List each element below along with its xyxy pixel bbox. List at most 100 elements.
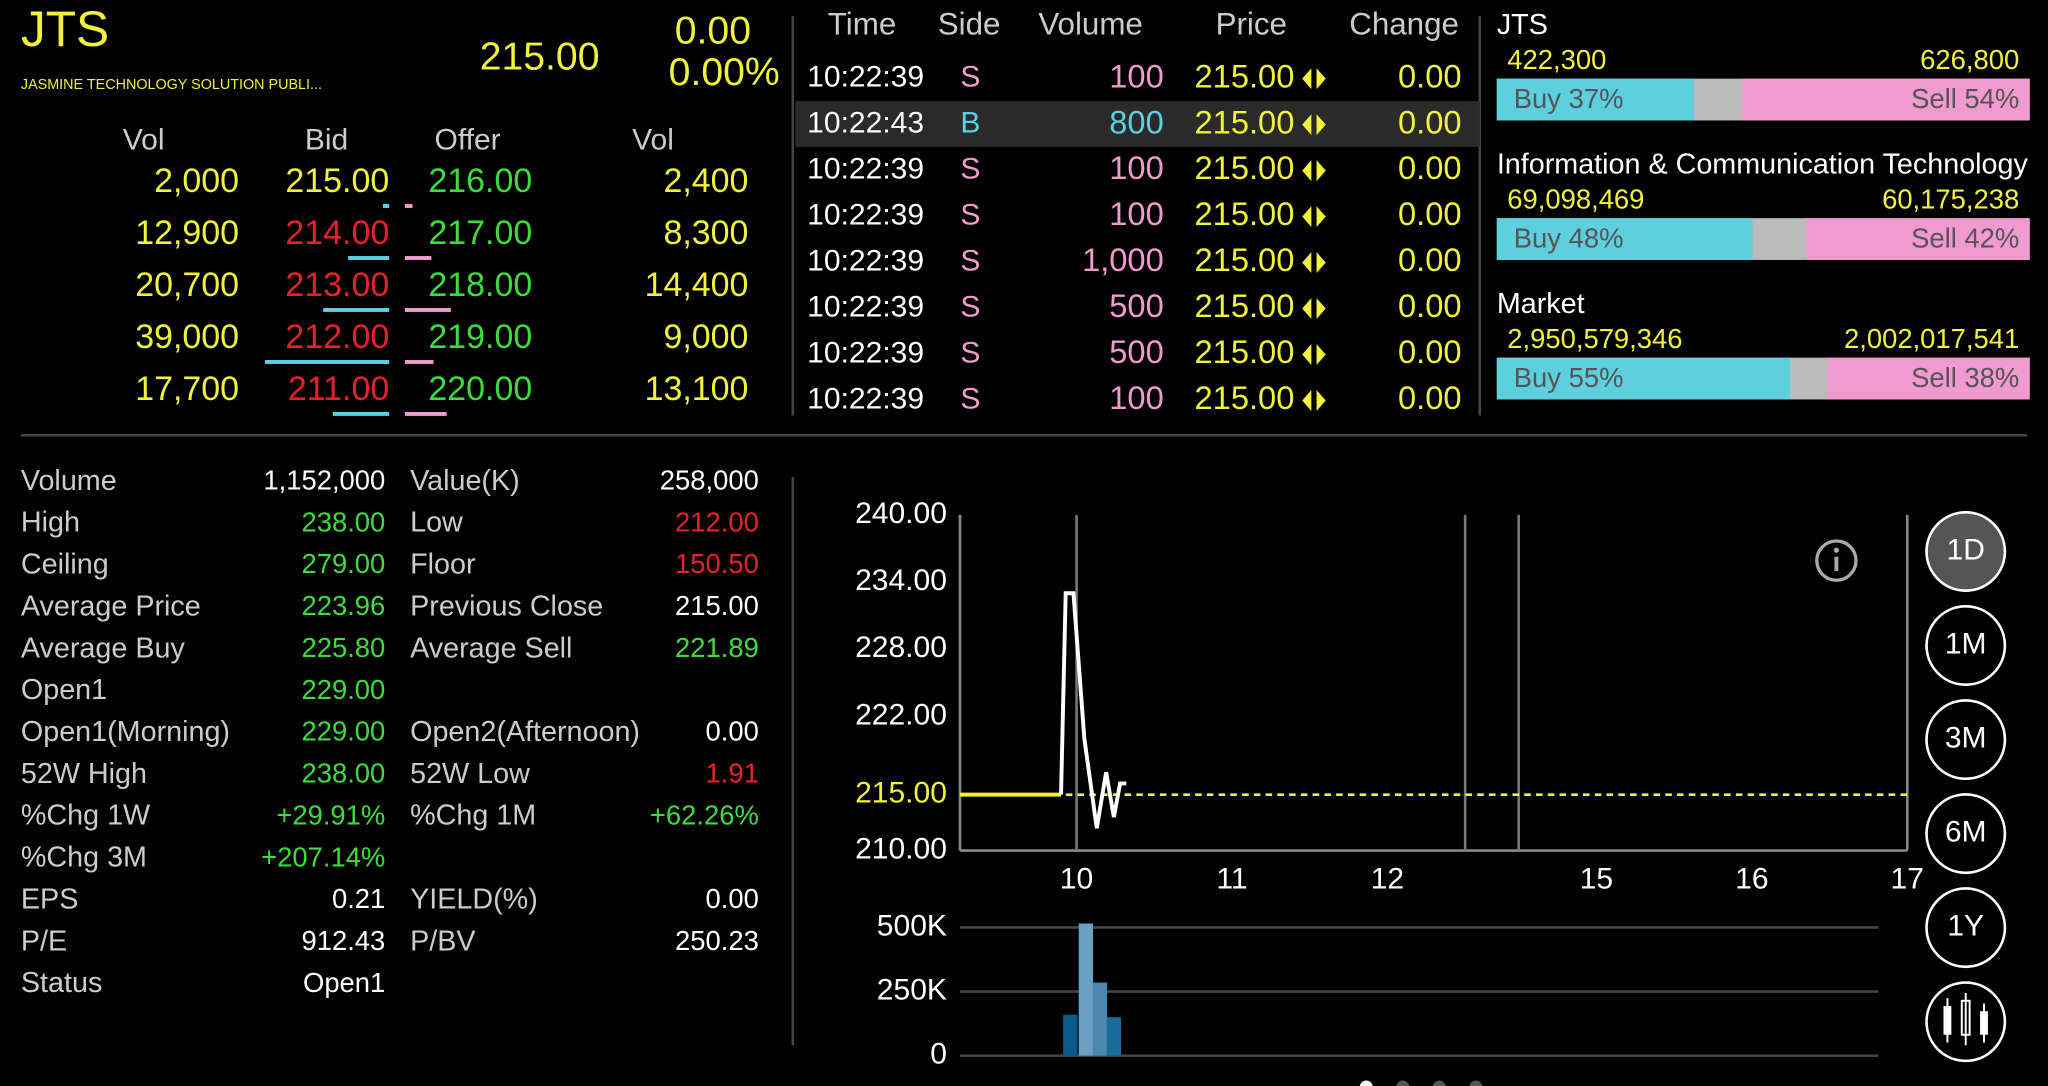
stat-value: 279.00 bbox=[301, 548, 385, 579]
unchanged-icon bbox=[1302, 206, 1326, 228]
bid-volume-bar bbox=[382, 204, 390, 208]
period-label[interactable]: 6M bbox=[1945, 816, 1987, 849]
offer-volume: 9,000 bbox=[663, 318, 748, 356]
stat-value: 238.00 bbox=[301, 758, 385, 789]
change: 0.00 bbox=[675, 9, 751, 52]
trade-volume: 100 bbox=[1109, 195, 1163, 232]
page-dots bbox=[1359, 1080, 1483, 1086]
y-tick-label: 228.00 bbox=[855, 631, 947, 664]
stat-value: 0.00 bbox=[706, 716, 759, 747]
bid-volume: 12,900 bbox=[135, 214, 239, 252]
stat-value: 229.00 bbox=[301, 674, 385, 705]
trade-price: 215.00 bbox=[1195, 241, 1295, 278]
stat-value: 0.21 bbox=[332, 883, 385, 914]
stat-label: %Chg 3M bbox=[21, 842, 147, 874]
period-button[interactable] bbox=[1925, 887, 2007, 969]
bid-price: 211.00 bbox=[288, 370, 389, 408]
page-dot bbox=[1359, 1080, 1373, 1086]
y-tick-label: 210.00 bbox=[855, 833, 947, 866]
period-label[interactable]: 1M bbox=[1945, 627, 1987, 660]
period-label[interactable]: 3M bbox=[1945, 722, 1987, 755]
stat-label: YIELD(%) bbox=[410, 883, 538, 915]
offer-price: 217.00 bbox=[428, 214, 532, 252]
trade-time: 10:22:43 bbox=[807, 107, 924, 140]
stat-value: 215.00 bbox=[675, 590, 759, 621]
bid-volume-bar bbox=[348, 256, 390, 260]
period-label[interactable]: 1D bbox=[1947, 533, 1985, 566]
trade-side: B bbox=[960, 107, 980, 140]
trade-side: S bbox=[960, 245, 980, 278]
trade-change: 0.00 bbox=[1398, 241, 1462, 278]
unchanged-icon bbox=[1302, 68, 1326, 90]
group-name: Market bbox=[1497, 288, 1585, 320]
stat-value: +207.14% bbox=[261, 841, 385, 872]
x-tick-label: 12 bbox=[1371, 863, 1404, 896]
stat-label: Low bbox=[410, 507, 463, 539]
info-glyph bbox=[1834, 556, 1839, 572]
stat-value: 238.00 bbox=[301, 506, 385, 537]
company-name: JASMINE TECHNOLOGY SOLUTION PUBLI... bbox=[21, 77, 322, 93]
trade-price: 215.00 bbox=[1195, 195, 1295, 232]
sell-bar bbox=[1805, 218, 2030, 260]
trade-price: 215.00 bbox=[1195, 103, 1295, 140]
period-button[interactable] bbox=[1925, 699, 2007, 781]
column-header: Bid bbox=[305, 123, 348, 156]
x-tick-label: 16 bbox=[1735, 863, 1768, 896]
y-tick-label: 0 bbox=[930, 1038, 947, 1071]
offer-price: 219.00 bbox=[428, 318, 532, 356]
bid-volume-bar bbox=[332, 411, 390, 416]
stat-label: Average Sell bbox=[410, 632, 572, 664]
trade-price: 215.00 bbox=[1195, 379, 1295, 416]
period-button[interactable] bbox=[1925, 793, 2007, 875]
volume-bar bbox=[1106, 1017, 1122, 1056]
stat-value: 912.43 bbox=[301, 925, 385, 956]
group-name: JTS bbox=[1497, 9, 1548, 41]
stat-label: Ceiling bbox=[21, 549, 109, 581]
stat-label: EPS bbox=[21, 883, 78, 915]
period-label[interactable]: 1Y bbox=[1947, 910, 1984, 943]
trade-volume: 100 bbox=[1109, 149, 1163, 186]
sell-label: Sell 42% bbox=[1911, 223, 2019, 254]
trade-volume: 500 bbox=[1109, 333, 1163, 370]
volume-bar bbox=[1078, 923, 1094, 1056]
stat-label: Open2(Afternoon) bbox=[410, 716, 640, 748]
trade-change: 0.00 bbox=[1398, 195, 1462, 232]
group-name: Information & Communication Technology bbox=[1497, 149, 2029, 181]
stat-label: Status bbox=[21, 967, 102, 999]
trade-time: 10:22:39 bbox=[807, 61, 924, 94]
stat-label: Volume bbox=[21, 465, 117, 497]
unchanged-icon bbox=[1302, 252, 1326, 274]
stat-label: 52W Low bbox=[410, 758, 530, 790]
stat-label: %Chg 1W bbox=[21, 800, 151, 832]
stat-value: Open1 bbox=[303, 967, 385, 998]
candlestick-button[interactable] bbox=[1925, 981, 2007, 1063]
buy-bar bbox=[1496, 357, 1790, 400]
trade-price: 215.00 bbox=[1195, 149, 1295, 186]
stat-value: 150.50 bbox=[675, 548, 759, 579]
change-percent: 0.00% bbox=[669, 51, 780, 94]
trade-change: 0.00 bbox=[1398, 149, 1462, 186]
stat-label: Average Buy bbox=[21, 632, 186, 664]
column-header: Vol bbox=[123, 123, 165, 156]
trade-time: 10:22:39 bbox=[807, 245, 924, 278]
trade-volume: 1,000 bbox=[1082, 241, 1164, 278]
sell-label: Sell 54% bbox=[1911, 83, 2019, 114]
period-button[interactable] bbox=[1925, 511, 2007, 592]
info-button[interactable] bbox=[1815, 539, 1858, 582]
sell-bar bbox=[1827, 357, 2030, 400]
trade-volume: 100 bbox=[1109, 379, 1163, 416]
bid-volume: 39,000 bbox=[135, 318, 239, 356]
stat-label: P/BV bbox=[410, 925, 476, 957]
stat-value: 250.23 bbox=[675, 925, 759, 956]
trade-change: 0.00 bbox=[1398, 103, 1462, 140]
trade-side: S bbox=[960, 153, 980, 186]
period-button[interactable] bbox=[1925, 605, 2007, 687]
trade-change: 0.00 bbox=[1398, 57, 1462, 94]
trade-side: S bbox=[960, 336, 980, 369]
trade-side: S bbox=[960, 290, 980, 323]
offer-volume: 14,400 bbox=[645, 266, 749, 304]
stat-value: 0.00 bbox=[706, 883, 759, 914]
last-price: 215.00 bbox=[480, 35, 600, 78]
stat-value: 225.80 bbox=[301, 632, 385, 663]
